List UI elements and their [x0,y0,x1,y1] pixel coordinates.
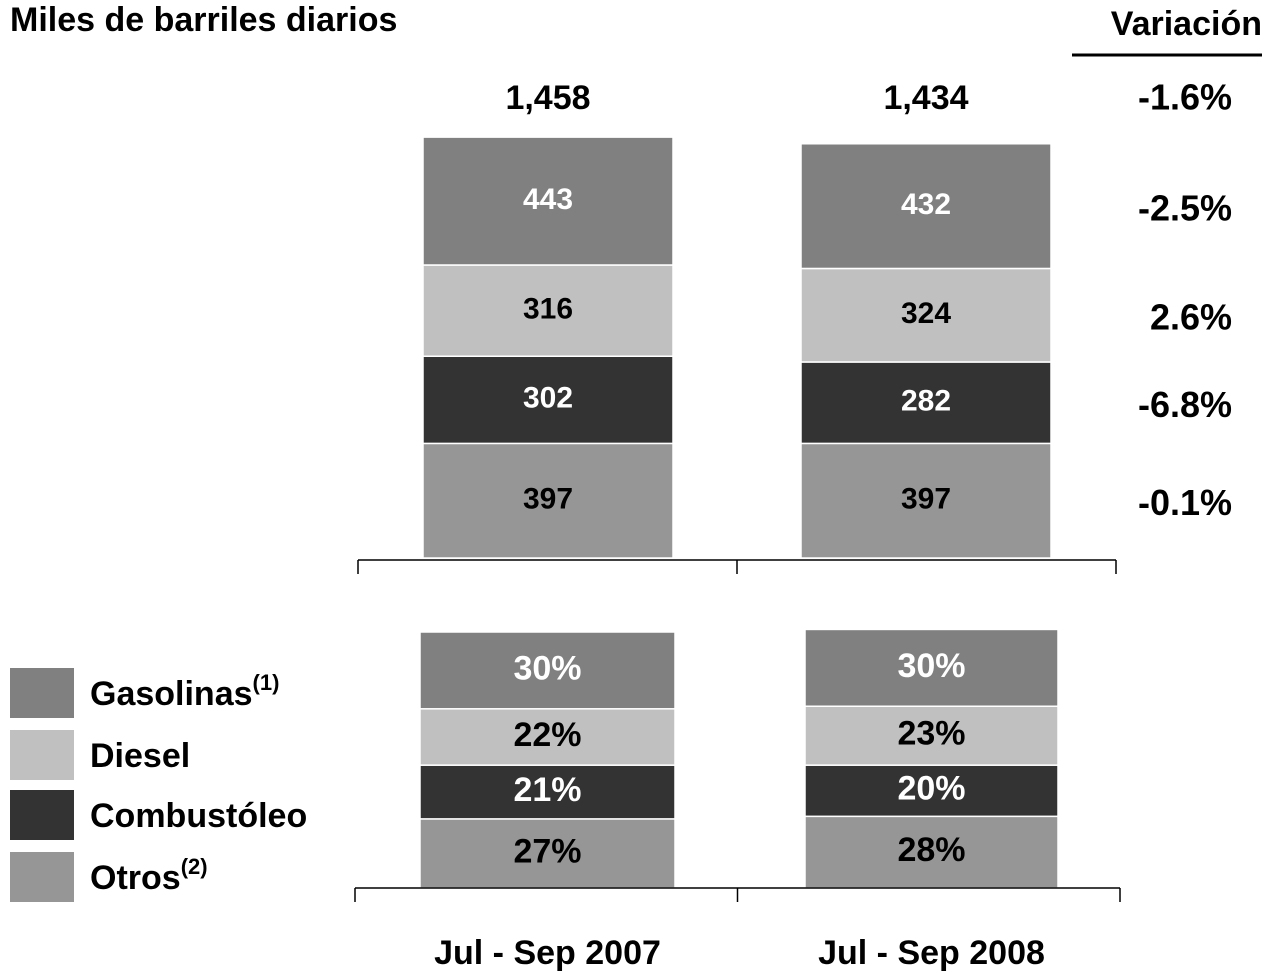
segment-label: 27% [513,832,581,870]
segment-label: 21% [513,771,581,809]
segment-label: 22% [513,716,581,754]
segment-label: 397 [901,483,951,516]
segment-label: 302 [523,382,573,415]
segment-label: 28% [897,831,965,869]
legend-swatch [10,852,74,902]
legend-label: Gasolinas(1) [90,670,279,713]
total-label: 1,434 [883,79,968,117]
x-tick-label: Jul - Sep 2007 [434,934,661,972]
segment-label: 324 [901,297,951,330]
legend-name: Combustóleo [90,797,307,835]
variation-label: -0.1% [1138,482,1232,523]
bar-segment [804,628,1059,707]
bar-segment [419,818,676,889]
bar-segment [800,143,1052,270]
legend-swatch [10,790,74,840]
legend-label: Otros(2) [90,854,208,897]
segment-label: 30% [897,647,965,685]
legend-superscript: (1) [253,670,280,695]
segment-label: 432 [901,188,951,221]
bar-segment [804,815,1059,889]
variation-title: Variación [1111,5,1262,43]
bar-segment [422,136,674,266]
legend-name: Gasolinas [90,675,253,713]
bar-segment [419,631,676,710]
bar-segment [419,764,676,820]
segment-label: 443 [523,183,573,216]
x-tick-label: Jul - Sep 2008 [818,934,1045,972]
segment-label: 30% [513,649,581,687]
segment-label: 20% [897,770,965,808]
chart-title: Miles de barriles diarios [10,1,397,39]
bar-segment [800,267,1052,363]
variation-label: -6.8% [1138,384,1232,425]
legend-label: Combustóleo [90,797,307,835]
bar-segment [804,705,1059,766]
bar-segment [804,764,1059,818]
legend-name: Diesel [90,737,190,775]
legend-swatch [10,730,74,780]
legend-swatch [10,668,74,718]
bar-segment [422,442,674,559]
legend-name: Otros [90,859,181,897]
bar-segment [800,361,1052,445]
bar-segment [419,708,676,766]
bar-segment [800,442,1052,559]
segment-label: 316 [523,293,573,326]
segment-label: 282 [901,385,951,418]
variation-label: 2.6% [1150,297,1232,338]
legend-superscript: (2) [181,854,208,879]
segment-label: 23% [897,715,965,753]
bar-segment [422,355,674,445]
segment-label: 397 [523,483,573,516]
legend-label: Diesel [90,737,190,775]
total-label: 1,458 [505,79,590,117]
variation-label: -1.6% [1138,77,1232,118]
variation-label: -2.5% [1138,188,1232,229]
